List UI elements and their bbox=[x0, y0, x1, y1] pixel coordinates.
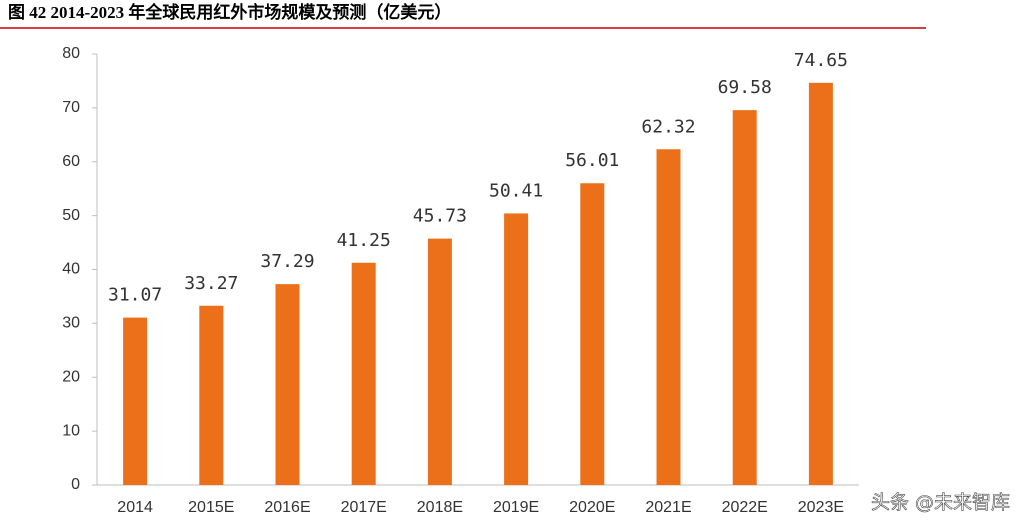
y-tick-label: 40 bbox=[62, 261, 80, 278]
y-tick-label: 10 bbox=[62, 422, 80, 439]
x-tick-label: 2016E bbox=[264, 499, 310, 516]
x-tick-label: 2020E bbox=[569, 499, 615, 516]
value-label: 74.65 bbox=[794, 50, 848, 71]
bar bbox=[656, 149, 681, 485]
watermark: 头条 @未来智库 bbox=[871, 492, 1010, 514]
chart-title: 图 42 2014-2023 年全球民用红外市场规模及预测（亿美元） bbox=[8, 2, 451, 22]
y-tick-label: 30 bbox=[62, 315, 80, 332]
x-tick-label: 2015E bbox=[188, 499, 234, 516]
bar bbox=[275, 284, 300, 485]
bar bbox=[427, 238, 452, 485]
x-tick-label: 2019E bbox=[493, 499, 539, 516]
bar bbox=[351, 262, 376, 485]
x-tick-label: 2021E bbox=[645, 499, 691, 516]
bar bbox=[580, 183, 605, 485]
value-label: 41.25 bbox=[337, 230, 391, 251]
bar bbox=[504, 213, 529, 485]
y-tick-label: 0 bbox=[71, 476, 80, 493]
value-label: 50.41 bbox=[489, 180, 543, 201]
y-tick-label: 50 bbox=[62, 207, 80, 224]
bar bbox=[123, 317, 148, 485]
value-label: 62.32 bbox=[641, 116, 695, 137]
y-tick-label: 80 bbox=[62, 45, 80, 62]
y-tick-label: 60 bbox=[62, 153, 80, 170]
y-tick-label: 70 bbox=[62, 99, 80, 116]
bar bbox=[732, 110, 757, 485]
x-tick-label: 2023E bbox=[798, 499, 844, 516]
bar bbox=[808, 82, 833, 486]
y-tick-label: 20 bbox=[62, 368, 80, 385]
x-tick-label: 2022E bbox=[722, 499, 768, 516]
value-label: 69.58 bbox=[718, 77, 772, 98]
x-tick-label: 2014 bbox=[117, 499, 153, 516]
value-label: 33.27 bbox=[184, 273, 238, 294]
value-label: 56.01 bbox=[565, 150, 619, 171]
x-tick-label: 2017E bbox=[341, 499, 387, 516]
x-tick-label: 2018E bbox=[417, 499, 463, 516]
bar bbox=[199, 305, 224, 485]
value-label: 45.73 bbox=[413, 206, 467, 227]
value-label: 37.29 bbox=[260, 251, 314, 272]
value-label: 31.07 bbox=[108, 285, 162, 306]
